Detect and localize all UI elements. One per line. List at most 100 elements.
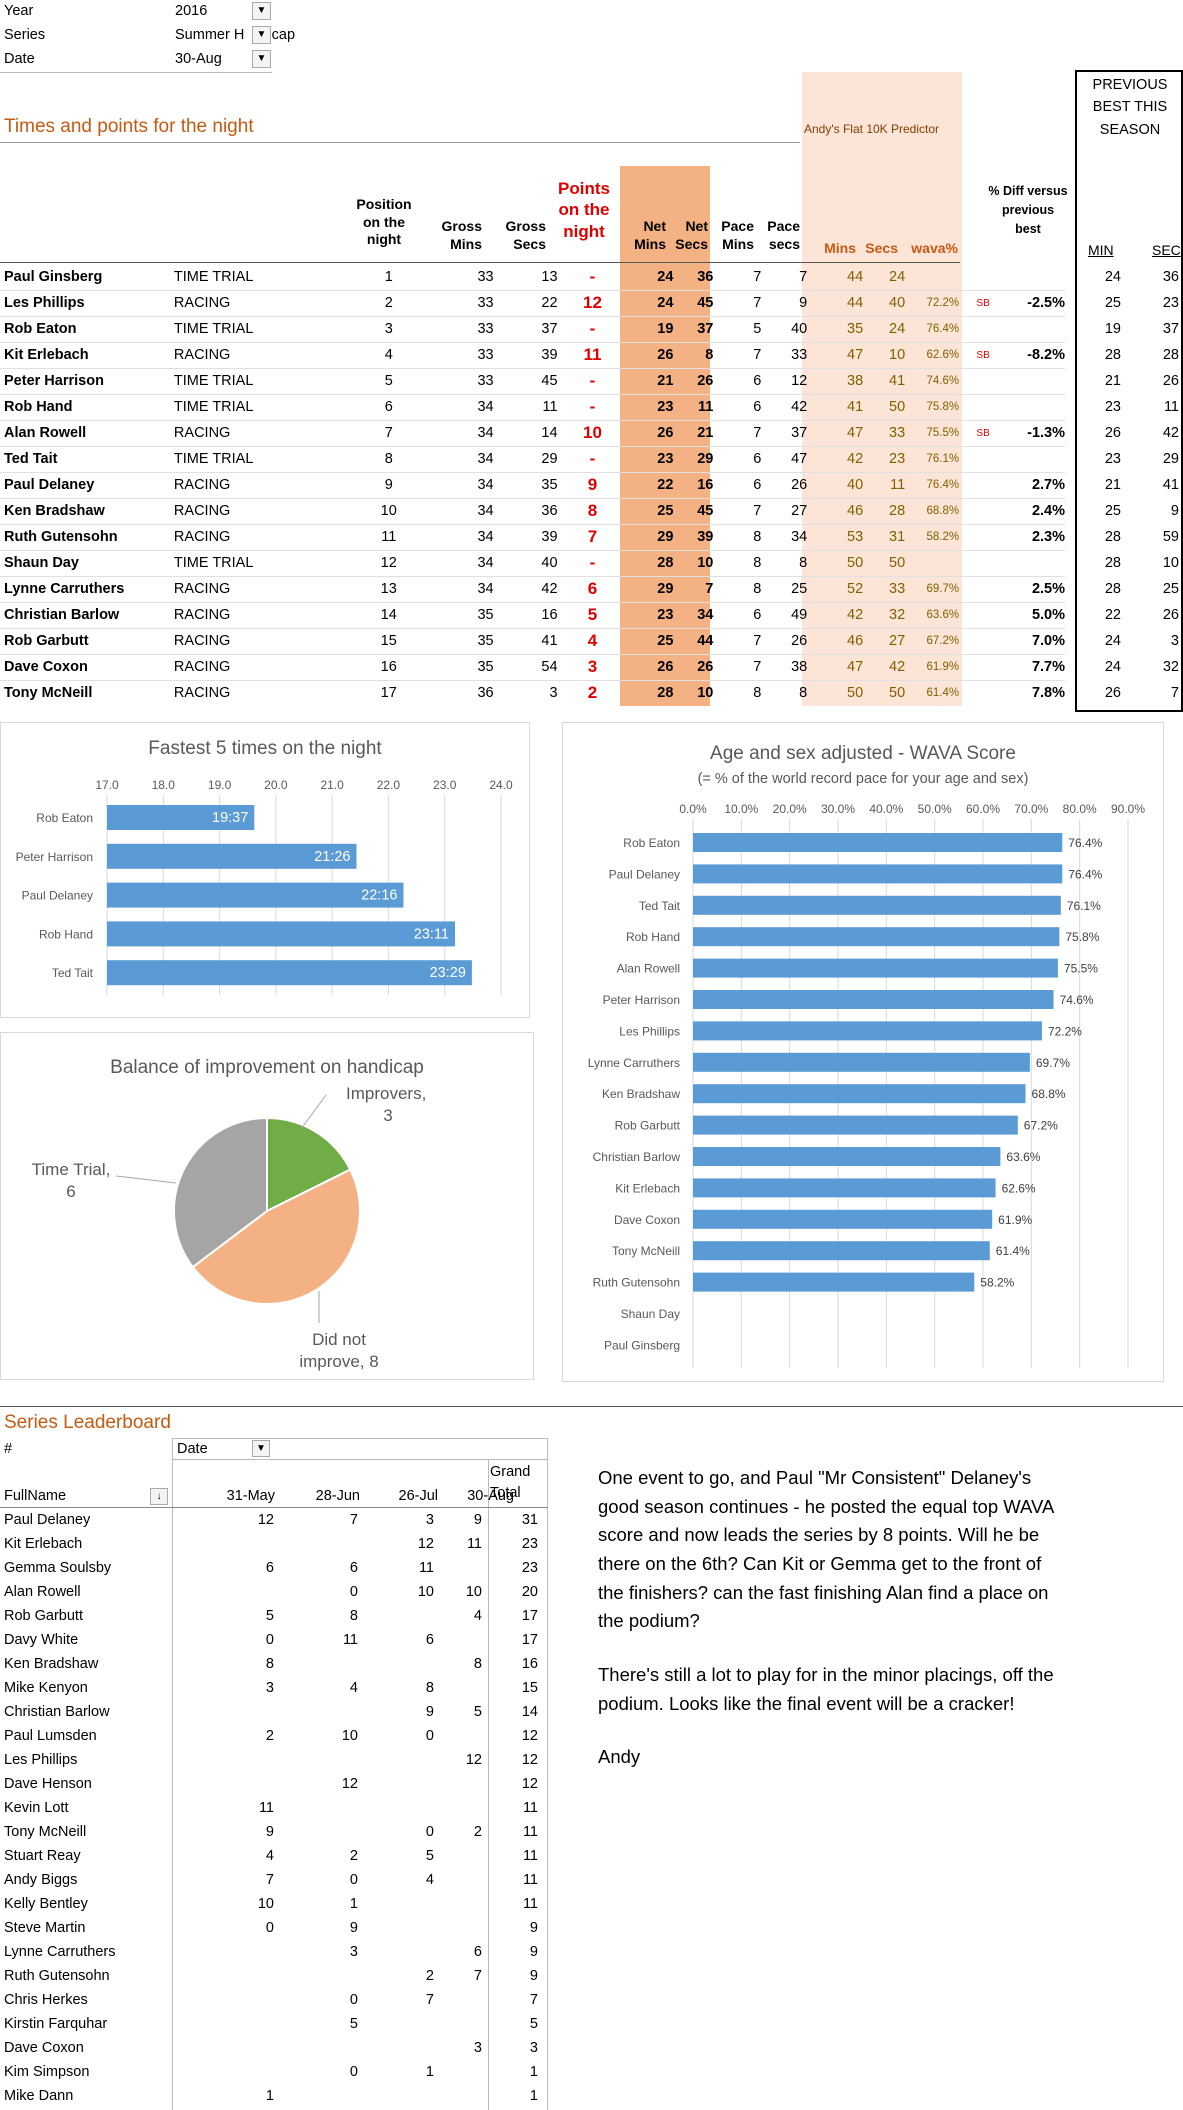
grand-total-label: Grand Total: [490, 1464, 531, 1502]
leaderboard-points: [362, 1748, 438, 1772]
cell-wava: 76.4%: [905, 472, 964, 499]
header-min: MIN: [1088, 242, 1114, 258]
cell-sb: [963, 524, 1004, 551]
cell-bs: 10: [1162, 555, 1179, 571]
cell-type: RACING: [173, 498, 350, 525]
cell-bm: 24: [1104, 269, 1121, 285]
result-row: Lynne Carruthers RACING 13 34 42 6 29 7 8 25 52 33 6…: [0, 576, 1183, 603]
cell-nm: 26: [627, 342, 674, 369]
data-label: 22:16: [361, 888, 397, 904]
filter-value: 30-Aug: [175, 51, 222, 67]
leaderboard-points: [362, 1916, 438, 1940]
previous-best-title: PREVIOUS BEST THIS SEASON: [1092, 77, 1168, 138]
cell-gs: 42: [493, 576, 558, 603]
cell-nm: 22: [627, 472, 674, 499]
leaderboard-row: Ruth Gutensohn 2 7 9: [0, 1964, 542, 1988]
filter-series[interactable]: Series Summer H dicap ▼: [0, 24, 295, 48]
cell-ns: 39: [673, 524, 718, 551]
cell-nm: 24: [627, 290, 674, 317]
filter-dropdown-icon[interactable]: ▼: [252, 2, 271, 20]
bar: [107, 921, 456, 947]
cell-wava: 61.9%: [905, 654, 964, 681]
filter-date[interactable]: Date 30-Aug ▼: [0, 48, 272, 72]
leaderboard-total: 17: [521, 1632, 538, 1648]
cell-bs: 41: [1162, 477, 1179, 493]
filter-dropdown-icon[interactable]: ▼: [252, 26, 271, 44]
cell-nm: 28: [627, 550, 674, 577]
leaderboard-total: 9: [529, 1968, 538, 1984]
leaderboard-points: 11: [258, 1800, 274, 1816]
data-label: 68.8%: [1032, 1087, 1066, 1101]
cell-gs: 22: [493, 290, 558, 317]
data-label: 19:37: [212, 810, 248, 826]
leaderboard-points: [278, 1964, 362, 1988]
cell-pos: 13: [349, 576, 428, 603]
bar: [107, 805, 255, 830]
leaderboard-name: Stuart Reay: [4, 1848, 81, 1864]
result-row: Christian Barlow RACING 14 35 16 5 23 34 6 49 42 32…: [0, 602, 1183, 629]
filter-dropdown-icon[interactable]: ▼: [252, 1440, 270, 1457]
leaderboard-total: 14: [521, 1704, 538, 1720]
header-net-secs: Net Secs: [675, 218, 708, 252]
cell-pds: 23: [863, 446, 906, 473]
x-tick-label: 21.0: [320, 778, 344, 792]
leaderboard-points: [438, 1556, 486, 1580]
leaderboard-points: [438, 2084, 486, 2108]
leaderboard-date-filter[interactable]: Date ▼: [172, 1438, 548, 1460]
leaderboard-points: [278, 1748, 362, 1772]
leaderboard-total: 1: [529, 2088, 538, 2104]
leaderboard-points: [362, 1772, 438, 1796]
cell-gm: 35: [427, 628, 494, 655]
x-tick-label: 10.0%: [724, 802, 758, 816]
cell-gm: 34: [427, 446, 494, 473]
cell-bs: 59: [1162, 529, 1179, 545]
cell-pdm: 46: [807, 498, 864, 525]
cell-name: Kit Erlebach: [0, 342, 174, 369]
cell-wava: 72.2%: [905, 290, 964, 317]
cell-gs: 40: [493, 550, 558, 577]
leaderboard-total: 5: [529, 2016, 538, 2032]
pie-slice: [173, 1116, 268, 1269]
leaderboard-header-line: [0, 1507, 548, 1508]
cell-pm: 7: [717, 628, 762, 655]
cell-gs: 39: [493, 524, 558, 551]
slice-value: 3: [383, 1106, 392, 1125]
category-label: Peter Harrison: [603, 993, 680, 1007]
cell-pts: 10: [557, 420, 628, 447]
cell-gs: 29: [493, 446, 558, 473]
cell-gs: 45: [493, 368, 558, 395]
cell-ps: 49: [761, 602, 808, 629]
category-label: Tony McNeill: [612, 1244, 680, 1258]
leaderboard-points: 7: [473, 1968, 482, 1984]
leaderboard-total: 16: [521, 1656, 538, 1672]
leaderboard-total: 9: [529, 1944, 538, 1960]
header-position: Position on the night: [356, 196, 412, 247]
cell-pm: 7: [717, 498, 762, 525]
sort-filter-icon[interactable]: ↓: [150, 1488, 168, 1505]
leaderboard-points: 11: [418, 1560, 434, 1576]
leaderboard-row: Kevin Lott 11 11: [0, 1796, 542, 1820]
header-pred-secs: Secs: [865, 240, 898, 256]
cell-ps: 12: [761, 368, 808, 395]
cell-gs: 16: [493, 602, 558, 629]
cell-bs: 23: [1162, 295, 1179, 311]
slice-label: Improvers,: [346, 1084, 426, 1103]
x-tick-label: 20.0: [264, 778, 288, 792]
bar: [693, 833, 1063, 852]
leaderboard-points: 3: [265, 1680, 274, 1696]
leaderboard-points: 0: [349, 2064, 358, 2080]
cell-pdm: 53: [807, 524, 864, 551]
leaderboard-points: [362, 2012, 438, 2036]
leaderboard-name: Mike Kenyon: [4, 1680, 88, 1696]
leaderboard-name: Ruth Gutensohn: [4, 1968, 110, 1984]
cell-pos: 4: [349, 342, 428, 369]
x-tick-label: 40.0%: [869, 802, 903, 816]
leaderboard-points: [278, 2084, 362, 2108]
leaderboard-total: 20: [521, 1584, 538, 1600]
filter-dropdown-icon[interactable]: ▼: [252, 50, 271, 68]
bar: [693, 1178, 996, 1198]
filter-year[interactable]: Year 2016 ▼: [0, 0, 272, 24]
cell-pdm: 52: [807, 576, 864, 603]
leaderboard-points: 10: [417, 1584, 434, 1600]
result-row: Rob Hand TIME TRIAL 6 34 11-23 11 6 42 41 50 75.8%…: [0, 394, 1183, 421]
